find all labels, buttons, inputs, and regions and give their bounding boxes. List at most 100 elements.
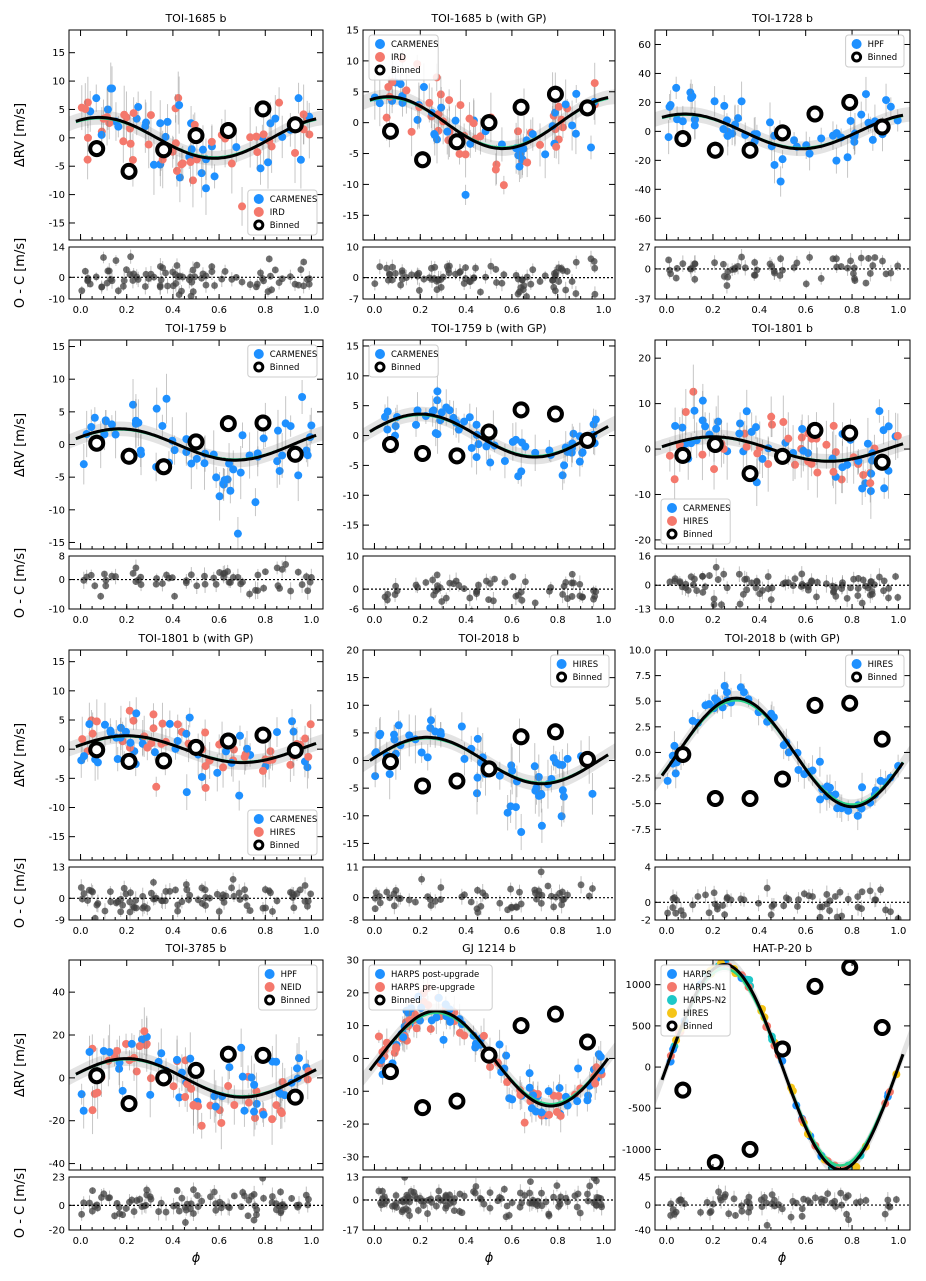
data-point-neid (303, 1075, 312, 1084)
r-tick-label: -7 (349, 295, 359, 306)
x-tick-label: 0.8 (844, 305, 860, 316)
residual-point (376, 893, 383, 900)
residual-point (120, 277, 128, 285)
residual-point (537, 899, 545, 907)
residual-point (442, 1193, 450, 1201)
residual-point (549, 277, 556, 284)
residual-point (404, 1193, 412, 1201)
residual-point (570, 579, 577, 587)
residual-point (290, 904, 298, 912)
model-curve (75, 115, 317, 160)
residual-point (225, 578, 233, 586)
residual-point (305, 1195, 312, 1203)
residual-point (493, 279, 500, 286)
data-point-hires (78, 735, 87, 744)
residual-point (521, 578, 529, 586)
panel-3: TOI-1759 b -15 -10 -5 0 5 10 15 8 0 -10 0.0 0.2 0.4 0.… (49, 322, 324, 626)
legend-label: Binned (868, 673, 898, 683)
data-point-carmenes (511, 435, 520, 444)
y-tick-label: -10 (343, 1087, 359, 1098)
residual-point (559, 591, 567, 598)
model-curve (660, 696, 905, 809)
residual-point (823, 891, 831, 898)
data-point-hires (794, 765, 803, 774)
residual-point (724, 273, 732, 281)
data-point-carmenes (131, 416, 140, 425)
data-point-carmenes (80, 752, 89, 761)
data-point-hires (858, 783, 867, 792)
residual-point (528, 1199, 536, 1207)
panel-title: TOI-3785 b (164, 942, 226, 955)
residual-point (87, 571, 95, 579)
residual-point (147, 889, 155, 897)
data-point-hpf (247, 1073, 256, 1082)
data-point-hires (436, 730, 445, 739)
residual-point (268, 1193, 276, 1200)
binned-point (579, 431, 597, 449)
legend-label: HPF (868, 40, 885, 50)
data-point-carmenes (163, 117, 172, 126)
binned-point (381, 1063, 399, 1081)
data-point-ird (253, 148, 262, 157)
data-point-hires (530, 762, 539, 771)
x-tick-label: 0.8 (550, 1236, 566, 1247)
data-point-carmenes (698, 396, 707, 405)
residual-point (92, 273, 100, 281)
residual-point (403, 274, 410, 281)
data-point-hires (423, 753, 432, 762)
x-tick-label: 0.2 (119, 1236, 135, 1247)
data-point-carmenes (545, 446, 554, 455)
data-point-carmenes (561, 100, 570, 109)
data-point-carmenes (758, 454, 767, 463)
residual-point (687, 573, 695, 581)
x-tick-label: 0.8 (257, 615, 273, 626)
residual-area (363, 250, 615, 299)
residual-point (850, 264, 858, 272)
residual-point (564, 891, 571, 899)
residual-point (172, 886, 179, 894)
residual-point (739, 590, 747, 598)
residual-point (376, 899, 384, 907)
residual-point (156, 283, 164, 291)
data-point-hires (764, 460, 773, 469)
residual-point (689, 581, 697, 589)
data-point-hpf (77, 1090, 86, 1099)
model-curve (369, 412, 609, 459)
data-point-hires (852, 1162, 861, 1170)
x-tick-label: 0.0 (73, 926, 89, 937)
residual-point (500, 1185, 508, 1193)
residual-point (523, 273, 531, 281)
legend-marker (556, 659, 567, 669)
r-tick-label: 0 (59, 894, 65, 905)
residual-point (487, 262, 495, 270)
residual-point (260, 1194, 267, 1202)
residual-point (174, 901, 182, 909)
data-point-harps-post-upgrade (432, 1013, 441, 1022)
data-point-hpf (186, 1054, 195, 1063)
residual-point (185, 896, 192, 903)
y-tick-label: 10 (346, 371, 359, 382)
residual-point (91, 1203, 99, 1210)
data-point-neid (135, 1042, 144, 1051)
residual-point (443, 263, 451, 270)
x-tick-label: 0.0 (73, 615, 89, 626)
data-point-carmenes (474, 440, 483, 449)
data-point-carmenes (264, 158, 273, 167)
residual-point (212, 1200, 220, 1208)
residual-point (194, 1203, 202, 1211)
y-tick-label: -60 (635, 214, 651, 225)
residual-point (562, 1194, 570, 1202)
residual-point (568, 570, 576, 578)
x-tick-label: 0.0 (659, 615, 675, 626)
y-tick-label: -5 (55, 162, 65, 173)
residual-point (558, 901, 566, 909)
binned-point (254, 100, 272, 118)
binned-point (806, 977, 824, 995)
data-point-hpf (776, 177, 785, 186)
y-tick-label: 0 (645, 127, 651, 138)
y-tick-label: 5 (353, 401, 359, 412)
data-point-hpf (252, 1099, 261, 1108)
residual-point (857, 254, 865, 262)
residual-point (155, 1208, 163, 1215)
residual-point (467, 898, 475, 906)
